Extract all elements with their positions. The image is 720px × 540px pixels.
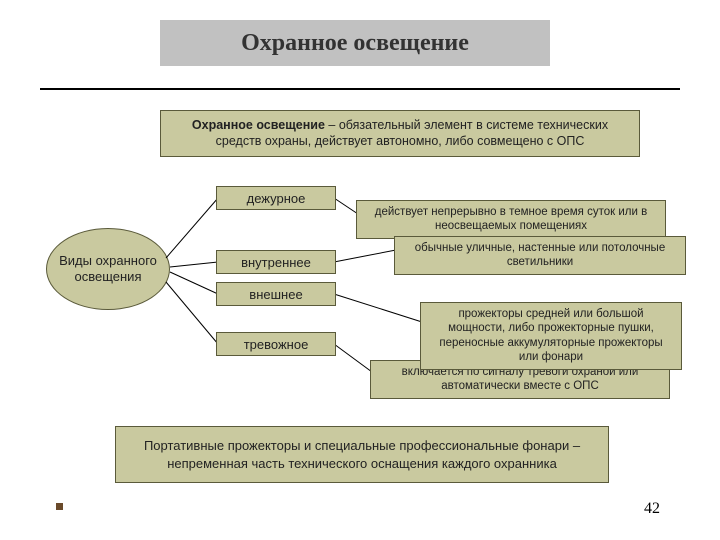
- desc-box-duty: действует непрерывно в темное время суто…: [356, 200, 666, 239]
- desc-text: обычные уличные, настенные или потолочны…: [415, 242, 665, 268]
- type-label: тревожное: [244, 337, 309, 352]
- type-box-external: внешнее: [216, 282, 336, 306]
- ellipse-label: Виды охранного освещения: [47, 253, 169, 286]
- desc-box-internal: обычные уличные, настенные или потолочны…: [394, 236, 686, 275]
- type-label: внутреннее: [241, 255, 311, 270]
- bottom-note: Портативные прожекторы и специальные про…: [115, 426, 609, 483]
- types-ellipse: Виды охранного освещения: [46, 228, 170, 310]
- desc-text: включается по сигналу тревоги охраной ил…: [402, 366, 639, 392]
- type-box-duty: дежурное: [216, 186, 336, 210]
- desc-text: действует непрерывно в темное время суто…: [375, 206, 647, 232]
- bottom-note-text: Портативные прожекторы и специальные про…: [144, 438, 580, 471]
- type-box-alarm: тревожное: [216, 332, 336, 356]
- definition-box: Охранное освещение – обязательный элемен…: [160, 110, 640, 157]
- definition-term: Охранное освещение: [192, 118, 325, 132]
- title-bar: Охранное освещение: [160, 20, 550, 66]
- type-label: дежурное: [247, 191, 306, 206]
- horizontal-divider: [40, 88, 680, 90]
- page-title: Охранное освещение: [241, 30, 469, 57]
- type-box-internal: внутреннее: [216, 250, 336, 274]
- page-number: 42: [644, 500, 660, 518]
- type-label: внешнее: [249, 287, 302, 302]
- desc-box-external: прожекторы средней или большой мощности,…: [420, 302, 682, 370]
- desc-text: прожекторы средней или большой мощности,…: [439, 308, 662, 363]
- slide-bullet-icon: [56, 503, 63, 510]
